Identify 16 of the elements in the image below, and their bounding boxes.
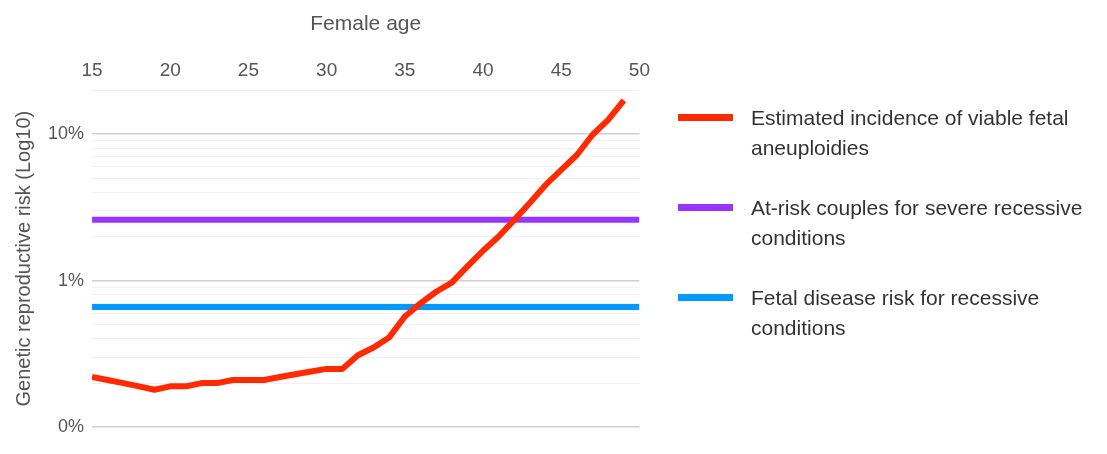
- y-axis-title: Genetic reproductive risk (Log10): [11, 110, 34, 407]
- x-tick-label: 25: [237, 58, 259, 80]
- y-tick-label: 0%: [58, 416, 85, 437]
- y-tick-label: 10%: [48, 123, 85, 144]
- x-tick-label: 15: [81, 58, 103, 80]
- x-tick-label: 45: [550, 58, 572, 80]
- legend-label: Fetal disease risk for recessive conditions: [751, 285, 1041, 341]
- x-axis-title: Female age: [310, 11, 422, 35]
- x-tick-label: 35: [394, 58, 416, 80]
- x-tick-label: 30: [316, 58, 338, 80]
- legend-label: Estimated incidence of viable fetal aneuploidies: [751, 105, 1070, 161]
- x-tick-label: 20: [159, 58, 181, 80]
- x-tick-label: 50: [628, 58, 650, 80]
- legend-label: At-risk couples for severe recessive conditions: [751, 195, 1084, 251]
- y-tick-label: 1%: [58, 269, 85, 290]
- x-tick-label: 40: [472, 58, 494, 80]
